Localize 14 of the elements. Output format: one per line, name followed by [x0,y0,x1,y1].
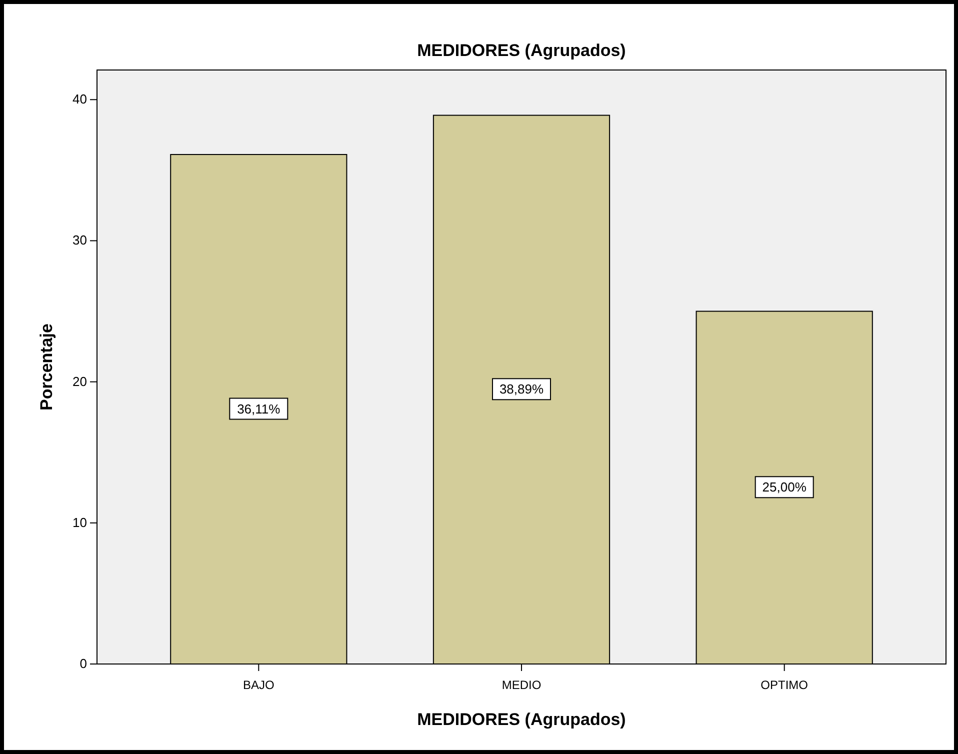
y-tick-label: 40 [72,92,87,107]
y-tick-label: 10 [72,514,87,530]
x-tick-label: OPTIMO [760,678,808,692]
data-label: 36,11% [237,401,281,416]
data-label: 38,89% [499,382,544,397]
y-tick-label: 0 [80,656,87,671]
y-tick-label: 20 [72,374,87,389]
chart-title: MEDIDORES (Agrupados) [417,41,626,60]
y-axis-title: Porcentaje [37,324,56,410]
x-axis-title: MEDIDORES (Agrupados) [417,710,626,729]
y-tick-label: 30 [72,232,87,248]
x-tick-label: MEDIO [502,678,542,692]
x-tick-label: BAJO [242,678,274,692]
data-label: 25,00% [762,480,807,495]
